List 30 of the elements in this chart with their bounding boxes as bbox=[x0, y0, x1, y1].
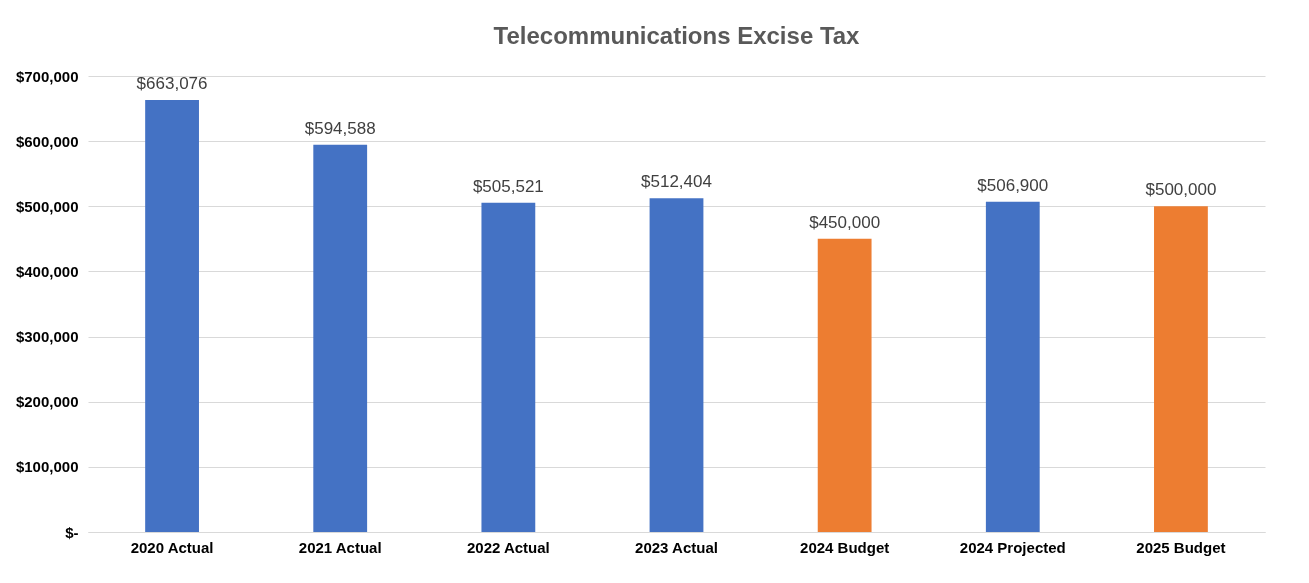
x-tick-label: 2024 Projected bbox=[959, 538, 1066, 556]
y-tick-label: $400,000 bbox=[15, 262, 79, 280]
x-tick-label: 2023 Actual bbox=[635, 538, 718, 556]
y-tick-label: $- bbox=[65, 523, 79, 541]
data-label: $506,900 bbox=[977, 175, 1049, 195]
y-tick-label: $100,000 bbox=[15, 458, 79, 476]
x-tick-label: 2020 Actual bbox=[130, 538, 214, 556]
data-label: $663,076 bbox=[136, 74, 208, 94]
x-tick-label: 2025 Budget bbox=[1136, 538, 1226, 556]
x-tick-label: 2024 Budget bbox=[800, 538, 890, 556]
data-label: $500,000 bbox=[1145, 180, 1217, 200]
x-tick-label: 2022 Actual bbox=[466, 538, 550, 556]
data-label: $594,588 bbox=[304, 118, 376, 138]
bar bbox=[313, 144, 368, 532]
x-tick-label: 2021 Actual bbox=[298, 538, 382, 556]
bar bbox=[1154, 206, 1208, 532]
bar bbox=[985, 201, 1040, 532]
data-label: $505,521 bbox=[472, 176, 544, 196]
bar bbox=[145, 100, 199, 532]
data-label: $450,000 bbox=[809, 212, 881, 232]
bar bbox=[481, 202, 536, 532]
y-tick-label: $600,000 bbox=[15, 132, 79, 150]
y-tick-label: $300,000 bbox=[15, 328, 79, 346]
y-tick-label: $700,000 bbox=[15, 67, 79, 85]
y-tick-label: $200,000 bbox=[15, 393, 79, 411]
y-tick-label: $500,000 bbox=[15, 197, 79, 215]
bar bbox=[649, 198, 704, 532]
bar bbox=[817, 238, 872, 532]
chart-title: Telecommunications Excise Tax bbox=[493, 22, 861, 49]
data-label: $512,404 bbox=[641, 172, 712, 192]
